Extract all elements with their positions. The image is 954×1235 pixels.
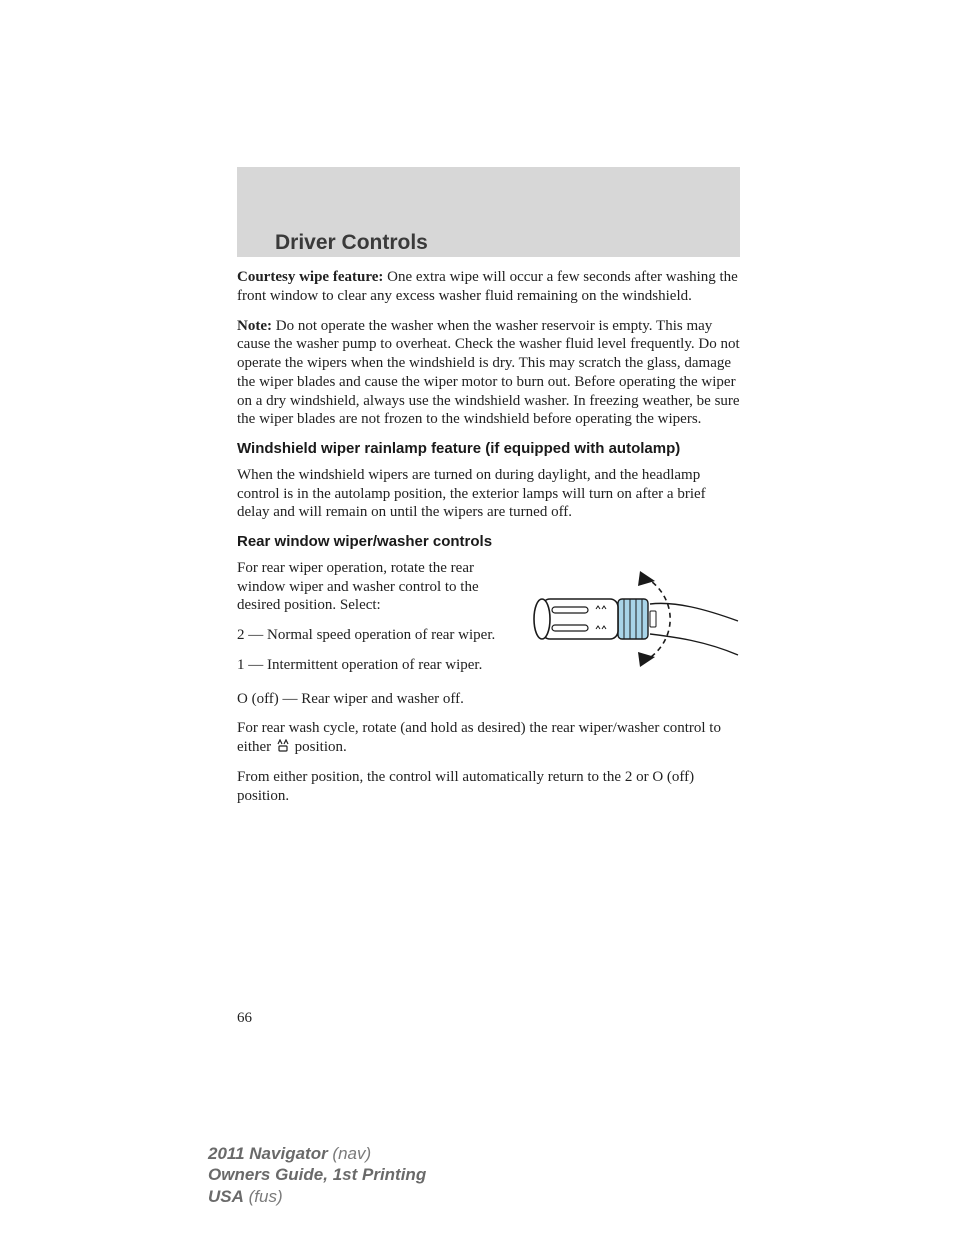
subheading-rainlamp: Windshield wiper rainlamp feature (if eq…: [237, 440, 740, 459]
washer-icon: [275, 739, 291, 753]
footer-model: 2011 Navigator: [208, 1144, 328, 1163]
footer-code: (fus): [244, 1187, 283, 1206]
paragraph-courtesy-wipe: Courtesy wipe feature: One extra wipe wi…: [237, 268, 740, 306]
paragraph-rainlamp: When the windshield wipers are turned on…: [237, 466, 740, 522]
bold-label: Note:: [237, 318, 272, 334]
page-content: Courtesy wipe feature: One extra wipe wi…: [237, 268, 740, 816]
subheading-rear-wiper: Rear window wiper/washer controls: [237, 533, 740, 552]
paragraph-return: From either position, the control will a…: [237, 768, 740, 806]
rear-wiper-control-diagram: [510, 559, 740, 679]
paragraph-speed-1: 1 — Intermittent operation of rear wiper…: [237, 656, 498, 675]
footer-line-3: USA (fus): [208, 1186, 426, 1207]
two-column-section: For rear wiper operation, rotate the rea…: [237, 559, 740, 686]
paragraph-wash-cycle: For rear wash cycle, rotate (and hold as…: [237, 719, 740, 757]
footer: 2011 Navigator (nav) Owners Guide, 1st P…: [208, 1143, 426, 1207]
footer-line-1: 2011 Navigator (nav): [208, 1143, 426, 1164]
footer-region: USA: [208, 1187, 244, 1206]
page-title: Driver Controls: [275, 231, 428, 255]
left-column: For rear wiper operation, rotate the rea…: [237, 559, 498, 686]
right-column: [510, 559, 740, 686]
paragraph-rear-intro: For rear wiper operation, rotate the rea…: [237, 559, 498, 615]
paragraph-text: Do not operate the washer when the washe…: [237, 318, 740, 428]
bold-label: Courtesy wipe feature:: [237, 269, 383, 285]
footer-code: (nav): [328, 1144, 371, 1163]
paragraph-note: Note: Do not operate the washer when the…: [237, 317, 740, 430]
footer-line-2: Owners Guide, 1st Printing: [208, 1164, 426, 1185]
page-number: 66: [237, 1010, 252, 1027]
paragraph-text: position.: [291, 739, 347, 755]
paragraph-speed-2: 2 — Normal speed operation of rear wiper…: [237, 626, 498, 645]
paragraph-off: O (off) — Rear wiper and washer off.: [237, 690, 740, 709]
